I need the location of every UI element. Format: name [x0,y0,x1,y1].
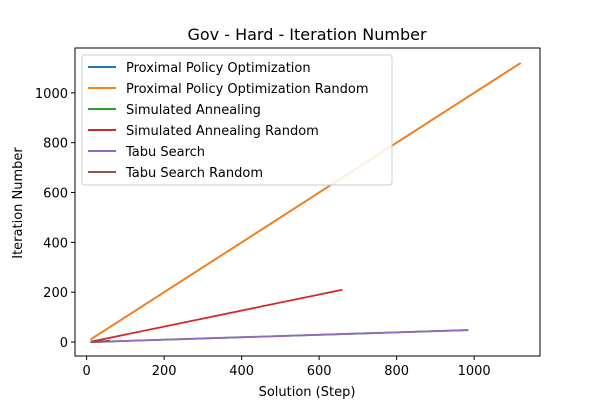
x-tick-label: 800 [384,364,409,379]
legend-label: Simulated Annealing [126,103,261,118]
y-tick-label: 1000 [35,87,68,102]
series-lines [90,62,522,343]
y-tick-label: 200 [43,286,68,301]
x-tick-label: 0 [82,364,90,379]
y-tick-label: 0 [60,336,68,351]
y-tick-label: 400 [43,236,68,251]
y-tick-label: 600 [43,187,68,202]
y-axis-label: Iteration Number [11,147,26,259]
series-line-tabu-search [90,329,469,343]
series-line-tabu-search-random [90,339,110,343]
plot-frame [74,47,541,357]
x-axis-label: Solution (Step) [259,385,356,400]
series-line-simulated-annealing-random [90,288,343,343]
x-tick-label: 200 [152,364,177,379]
chart-title: Gov - Hard - Iteration Number [187,25,426,44]
x-tick-label: 1000 [458,364,491,379]
legend-box [81,54,393,186]
x-tick-label: 600 [307,364,332,379]
plot-area [74,47,541,357]
x-axis-ticks: 0 200 400 600 800 1000 [82,356,491,379]
y-axis-ticks: 0 200 400 600 800 1000 [35,87,75,351]
legend-label: Tabu Search [125,145,205,160]
y-tick-label: 800 [43,137,68,152]
legend-label: Tabu Search Random [125,166,263,181]
legend-label: Simulated Annealing Random [126,124,319,139]
x-tick-label: 400 [229,364,254,379]
legend-label: Proximal Policy Optimization [126,61,311,76]
legend: Proximal Policy Optimization Proximal Pol… [81,54,393,186]
series-line-proximal-policy-optimization-random [90,62,522,341]
legend-label: Proximal Policy Optimization Random [126,82,369,97]
